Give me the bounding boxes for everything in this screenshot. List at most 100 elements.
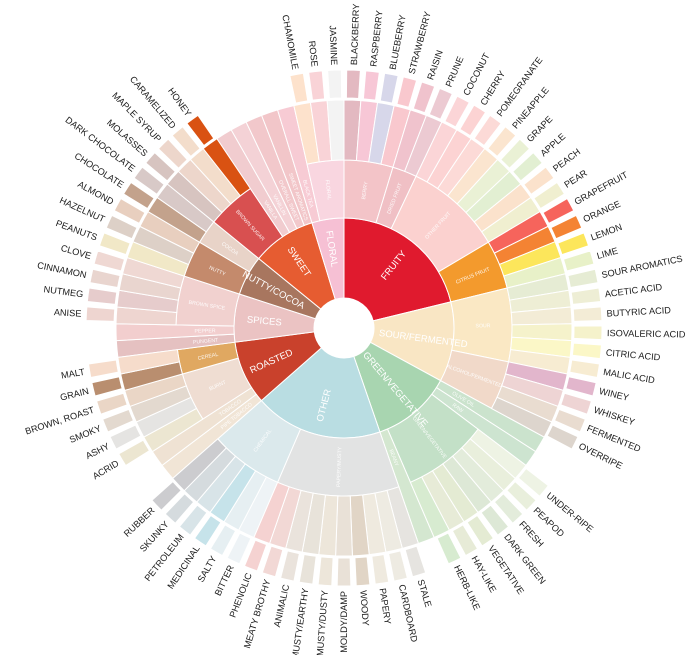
bar-apple — [512, 151, 543, 182]
label-lemon: Lemon — [589, 222, 623, 243]
label-cardboard: Cardboard — [397, 584, 420, 644]
bar-stale — [404, 545, 427, 578]
bar-caramelized — [171, 125, 201, 158]
bar-lemon — [557, 232, 590, 256]
label-raspberry: Raspberry — [368, 10, 384, 67]
tier3-moldy-damp — [335, 495, 353, 557]
bar-grain — [91, 376, 123, 397]
label-isovaleric-acid: Isovaleric Acid — [607, 328, 686, 339]
bar-grape — [500, 138, 531, 169]
bar-maple-syrup — [157, 138, 188, 169]
label-rose: Rose — [307, 40, 320, 67]
bar-citric-acid — [571, 342, 602, 360]
bar-peach — [523, 166, 555, 196]
label-cinnamon: Cinnamon — [36, 260, 87, 280]
tier2-label-sour: Sour — [475, 323, 490, 329]
label-butyric-acid: Butyric Acid — [606, 305, 671, 319]
label-papery: Papery — [378, 587, 393, 625]
bar-pineapple — [487, 125, 517, 158]
label-almond: Almond — [76, 179, 116, 207]
bar-nutmeg — [86, 287, 118, 305]
bar-almond — [113, 197, 146, 225]
label-orange: Orange — [582, 199, 622, 225]
bar-acrid — [118, 439, 151, 467]
bar-fresh — [493, 493, 524, 524]
bar-overripe — [546, 424, 579, 450]
bar-hay-like — [451, 524, 479, 557]
label-anise: Anise — [54, 307, 82, 319]
label-animalic: Animalic — [272, 583, 291, 628]
label-grain: Grain — [59, 386, 90, 403]
label-malic-acid: Malic Acid — [603, 367, 656, 386]
bar-pear — [533, 181, 566, 210]
tier2-label-pepper: Pepper — [194, 328, 215, 334]
tier3-overripe — [490, 396, 553, 438]
label-acrid: Acrid — [91, 458, 121, 481]
bar-cardboard — [388, 550, 408, 582]
tier2-label-floral: Floral — [324, 180, 332, 201]
bar-honey — [186, 114, 215, 147]
label-malt: Malt — [60, 367, 86, 381]
tier3-rubber — [171, 438, 228, 492]
bar-herb-like — [436, 532, 462, 565]
bar-brown-roast — [95, 392, 128, 415]
bar-vegetative — [466, 514, 495, 547]
tier2-label-raw: Raw — [451, 402, 464, 414]
tier1-ring — [233, 217, 455, 439]
label-whiskey: Whiskey — [593, 405, 636, 428]
label-blackberry: Blackberry — [349, 3, 361, 65]
label-sour-aromatics: Sour Aromatics — [601, 254, 684, 280]
label-stale: Stale — [416, 578, 434, 608]
bar-petroleum — [178, 504, 208, 536]
bar-raisin — [412, 81, 436, 114]
bar-blueberry — [379, 72, 399, 104]
label-acetic-acid: Acetic Acid — [604, 282, 663, 299]
bar-butyric-acid — [572, 306, 603, 322]
bar-clove — [93, 250, 126, 272]
bar-raspberry — [362, 70, 380, 101]
label-woody: Woody — [358, 590, 371, 626]
label-prune: Prune — [444, 55, 466, 89]
label-winey: Winey — [598, 386, 630, 403]
tier1-label-spices: Spices — [246, 314, 282, 328]
bar-animalic — [280, 550, 300, 582]
bar-medicinal — [193, 514, 222, 547]
tier2-label-berry: Berry — [361, 181, 370, 200]
bar-cinnamon — [89, 268, 121, 289]
bar-papery — [371, 553, 390, 585]
bar-cherry — [459, 104, 487, 137]
bar-rose — [308, 70, 326, 101]
label-phenolic: Phenolic — [228, 571, 254, 619]
label-musty-dusty: Musty/Dusty — [315, 590, 330, 655]
bar-dark-green — [480, 504, 510, 536]
label-fresh: Fresh — [517, 519, 545, 549]
label-lime: Lime — [596, 246, 619, 261]
bar-under-ripe — [517, 467, 549, 497]
tier2-label-cereal: Cereal — [197, 352, 219, 362]
label-ashy: Ashy — [84, 441, 111, 461]
bar-woody — [354, 556, 371, 587]
bar-hazelnut — [105, 214, 138, 240]
bar-skunky — [164, 493, 195, 524]
label-moldy-damp: Moldy/Damp — [339, 591, 349, 653]
tier2-ring — [115, 104, 545, 545]
bar-coconut — [444, 95, 470, 128]
label-blueberry: Blueberry — [388, 14, 408, 70]
bar-chocolate — [122, 181, 155, 210]
label-salty: Salty — [196, 554, 219, 584]
label-pear: Pear — [562, 168, 589, 190]
bar-meaty-brothy — [261, 545, 284, 578]
label-nutmeg: Nutmeg — [43, 284, 84, 299]
bar-prune — [428, 87, 453, 120]
bar-moldy-damp — [336, 557, 352, 587]
label-pomegranate: Pomegranate — [495, 55, 545, 118]
bar-winey — [565, 376, 597, 397]
bar-whiskey — [560, 392, 593, 415]
bar-jasmine — [327, 69, 343, 99]
bar-orange — [550, 214, 583, 240]
label-citric-acid: Citric Acid — [605, 348, 661, 363]
bar-pomegranate — [473, 114, 502, 147]
bar-peanuts — [98, 232, 131, 256]
label-bitter: Bitter — [213, 563, 236, 597]
bar-anise — [85, 306, 116, 322]
